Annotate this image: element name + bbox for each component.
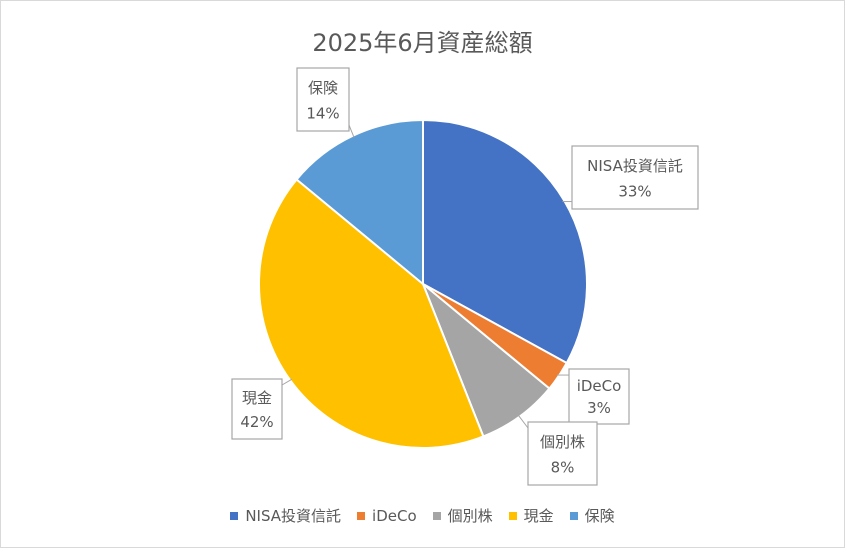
data-label-percent-kobetsukabu: 8% (551, 458, 575, 476)
legend-swatch-nisa (230, 511, 239, 520)
data-label-box-genkin (231, 378, 283, 440)
chart-title: 2025年6月資産総額 (312, 29, 533, 57)
legend-label-kobetsukabu: 個別株 (447, 507, 493, 525)
legend-item-ideco: iDeCo (357, 505, 417, 526)
legend-label-ideco: iDeCo (372, 506, 417, 525)
leader-line-hoken (348, 124, 355, 138)
data-label-kobetsukabu: 個別株 8% (517, 414, 598, 486)
data-label-nisa: NISA投資信託 33% (562, 145, 699, 210)
data-label-box-kobetsukabu (527, 421, 598, 486)
data-label-percent-hoken: 14% (306, 104, 339, 122)
chart-legend: NISA投資信託 iDeCo 個別株 現金 保険 (1, 505, 844, 526)
legend-item-hoken: 保険 (569, 505, 615, 526)
legend-swatch-hoken (569, 511, 578, 520)
data-label-hoken: 保険 14% (296, 67, 355, 138)
data-label-category-nisa: NISA投資信託 (587, 157, 683, 175)
legend-label-nisa: NISA投資信託 (245, 507, 342, 525)
legend-item-kobetsukabu: 個別株 (432, 505, 493, 526)
legend-item-nisa: NISA投資信託 (230, 505, 341, 526)
data-label-percent-genkin: 42% (240, 413, 273, 431)
legend-item-genkin: 現金 (508, 505, 554, 526)
data-label-category-kobetsukabu: 個別株 (540, 433, 585, 451)
data-label-box-ideco (568, 368, 630, 425)
data-label-category-ideco: iDeCo (577, 377, 622, 395)
data-label-box-nisa (571, 145, 699, 210)
leader-line-kobetsukabu (517, 414, 529, 429)
legend-label-genkin: 現金 (523, 507, 554, 525)
legend-swatch-genkin (508, 511, 517, 520)
pie-slice-nisa (422, 118, 588, 365)
data-label-box-hoken (296, 67, 350, 132)
data-label-percent-ideco: 3% (587, 399, 611, 417)
data-label-genkin: 現金 42% (231, 378, 293, 440)
data-label-category-hoken: 保険 (308, 79, 338, 97)
data-label-category-genkin: 現金 (242, 389, 272, 407)
leader-line-genkin (281, 378, 293, 386)
legend-swatch-ideco (357, 511, 366, 520)
data-label-ideco: iDeCo 3% (556, 368, 630, 425)
legend-swatch-kobetsukabu (432, 511, 441, 520)
legend-label-hoken: 保険 (584, 507, 615, 525)
data-label-percent-nisa: 33% (618, 182, 651, 200)
